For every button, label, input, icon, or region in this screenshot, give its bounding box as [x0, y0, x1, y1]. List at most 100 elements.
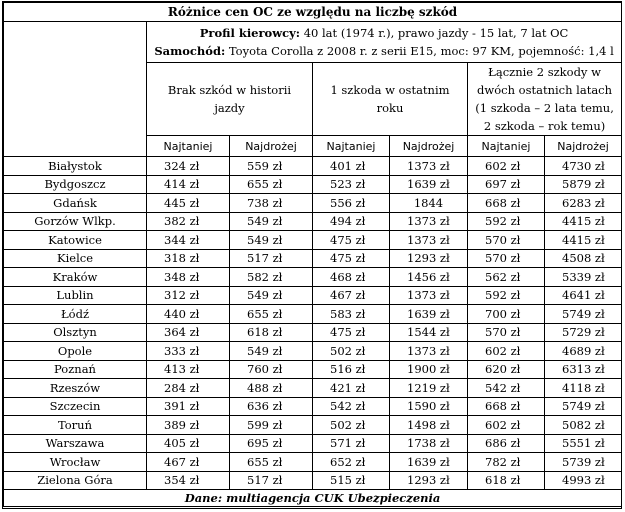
car-profile-line: Samochód: Toyota Corolla z 2008 r. z ser… — [147, 42, 621, 60]
city-cell: Bydgoszcz — [3, 174, 147, 194]
price-cell: 655 zł — [229, 452, 313, 472]
price-cell: 1293 zł — [389, 248, 468, 268]
city-cell: Warszawa — [3, 433, 147, 453]
price-cell: 686 zł — [467, 433, 545, 453]
car-profile-text: Toyota Corolla z 2008 r. z serii E15, mo… — [225, 44, 614, 58]
price-cell: 1373 zł — [389, 230, 468, 250]
price-cell: 494 zł — [312, 211, 390, 231]
table-row: Opole 333 zł 549 zł 502 zł 1373 zł 602 zł 4689… — [3, 341, 623, 361]
price-cell: 391 zł — [146, 396, 230, 416]
price-cell: 4118 zł — [543, 378, 623, 398]
price-cell: 592 zł — [467, 285, 545, 305]
group-header-no-claims: Brak szkód w historii jazdy — [146, 62, 313, 136]
profile-cell: Profil kierowcy: 40 lat (1974 r.), prawo… — [145, 21, 623, 63]
price-cell: 655 zł — [229, 174, 313, 194]
price-cell: 602 zł — [467, 341, 545, 361]
price-cell: 6283 zł — [543, 193, 623, 213]
car-profile-label: Samochód: — [154, 44, 226, 58]
sub-header-most-expensive: Najdrożej — [229, 135, 313, 157]
price-cell: 475 zł — [312, 248, 390, 268]
sub-header-cheapest: Najtaniej — [467, 135, 545, 157]
price-cell: 549 zł — [229, 211, 313, 231]
price-cell: 4689 zł — [543, 341, 623, 361]
price-cell: 5879 zł — [543, 174, 623, 194]
table-row: Rzeszów 284 zł 488 zł 421 zł 1219 zł 542 zł 41… — [3, 378, 623, 398]
price-cell: 1900 zł — [389, 359, 468, 379]
city-cell: Białystok — [3, 156, 147, 176]
price-cell: 516 zł — [312, 359, 390, 379]
price-cell: 583 zł — [312, 304, 390, 324]
price-cell: 1738 zł — [389, 433, 468, 453]
price-cell: 324 zł — [146, 156, 230, 176]
price-cell: 389 zł — [146, 415, 230, 435]
table-row: Wrocław 467 zł 655 zł 652 zł 1639 zł 782 zł 57… — [3, 452, 623, 472]
price-cell: 318 zł — [146, 248, 230, 268]
price-cell: 475 zł — [312, 230, 390, 250]
price-cell: 571 zł — [312, 433, 390, 453]
price-cell: 636 zł — [229, 396, 313, 416]
price-cell: 700 zł — [467, 304, 545, 324]
price-cell: 333 zł — [146, 341, 230, 361]
price-cell: 695 zł — [229, 433, 313, 453]
table-row: Gorzów Wlkp. 382 zł 549 zł 494 zł 1373 zł 592… — [3, 211, 623, 231]
price-cell: 354 zł — [146, 470, 230, 490]
price-cell: 517 zł — [229, 470, 313, 490]
price-cell: 599 zł — [229, 415, 313, 435]
source-footer: Dane: multiagencja CUK Ubezpieczenia — [2, 489, 623, 507]
table-row: Lublin 312 zł 549 zł 467 zł 1373 zł 592 zł 464… — [3, 285, 623, 305]
price-cell: 414 zł — [146, 174, 230, 194]
price-cell: 1293 zł — [389, 470, 468, 490]
table-row: Toruń 389 zł 599 zł 502 zł 1498 zł 602 zł 5082… — [3, 415, 623, 435]
price-cell: 570 zł — [467, 248, 545, 268]
price-cell: 1498 zł — [389, 415, 468, 435]
price-cell: 620 zł — [467, 359, 545, 379]
price-cell: 618 zł — [229, 322, 313, 342]
price-cell: 1373 zł — [389, 156, 468, 176]
price-cell: 515 zł — [312, 470, 390, 490]
sub-header-cheapest: Najtaniej — [312, 135, 390, 157]
city-cell: Kielce — [3, 248, 147, 268]
price-cell: 570 zł — [467, 322, 545, 342]
price-cell: 523 zł — [312, 174, 390, 194]
table-row: Kielce 318 zł 517 zł 475 zł 1293 zł 570 zł 450… — [3, 248, 623, 268]
city-cell: Katowice — [3, 230, 147, 250]
city-cell: Gorzów Wlkp. — [3, 211, 147, 231]
price-cell: 5082 zł — [543, 415, 623, 435]
price-cell: 4993 zł — [543, 470, 623, 490]
price-cell: 668 zł — [467, 396, 545, 416]
table-row: Łódź 440 zł 655 zł 583 zł 1639 zł 700 zł 5749 … — [3, 304, 623, 324]
city-cell: Łódź — [3, 304, 147, 324]
price-cell: 517 zł — [229, 248, 313, 268]
price-cell: 488 zł — [229, 378, 313, 398]
driver-profile-text: 40 lat (1974 r.), prawo jazdy - 15 lat, … — [300, 26, 569, 40]
price-cell: 542 zł — [467, 378, 545, 398]
price-cell: 1219 zł — [389, 378, 468, 398]
corner-empty-cell — [3, 21, 147, 157]
price-cell: 502 zł — [312, 415, 390, 435]
price-cell: 413 zł — [146, 359, 230, 379]
city-cell: Kraków — [3, 267, 147, 287]
price-cell: 738 zł — [229, 193, 313, 213]
price-cell: 284 zł — [146, 378, 230, 398]
table-row: Kraków 348 zł 582 zł 468 zł 1456 zł 562 zł 533… — [3, 267, 623, 287]
price-cell: 4508 zł — [543, 248, 623, 268]
price-cell: 782 zł — [467, 452, 545, 472]
price-cell: 5749 zł — [543, 304, 623, 324]
city-cell: Rzeszów — [3, 378, 147, 398]
price-cell: 1373 zł — [389, 211, 468, 231]
price-cell: 1844 — [389, 193, 468, 213]
city-cell: Lublin — [3, 285, 147, 305]
table-row: Gdańsk 445 zł 738 zł 556 zł 1844 668 zł 6283 z… — [3, 193, 623, 213]
price-cell: 549 zł — [229, 230, 313, 250]
price-cell: 542 zł — [312, 396, 390, 416]
price-cell: 1639 zł — [389, 304, 468, 324]
price-cell: 6313 zł — [543, 359, 623, 379]
price-cell: 4415 zł — [543, 211, 623, 231]
price-cell: 582 zł — [229, 267, 313, 287]
table-row: Warszawa 405 zł 695 zł 571 zł 1738 zł 686 zł 5… — [3, 433, 623, 453]
sub-header-most-expensive: Najdrożej — [543, 135, 623, 157]
price-cell: 382 zł — [146, 211, 230, 231]
data-rows: Białystok 324 zł 559 zł 401 zł 1373 zł 602 zł… — [3, 156, 623, 490]
price-cell: 502 zł — [312, 341, 390, 361]
